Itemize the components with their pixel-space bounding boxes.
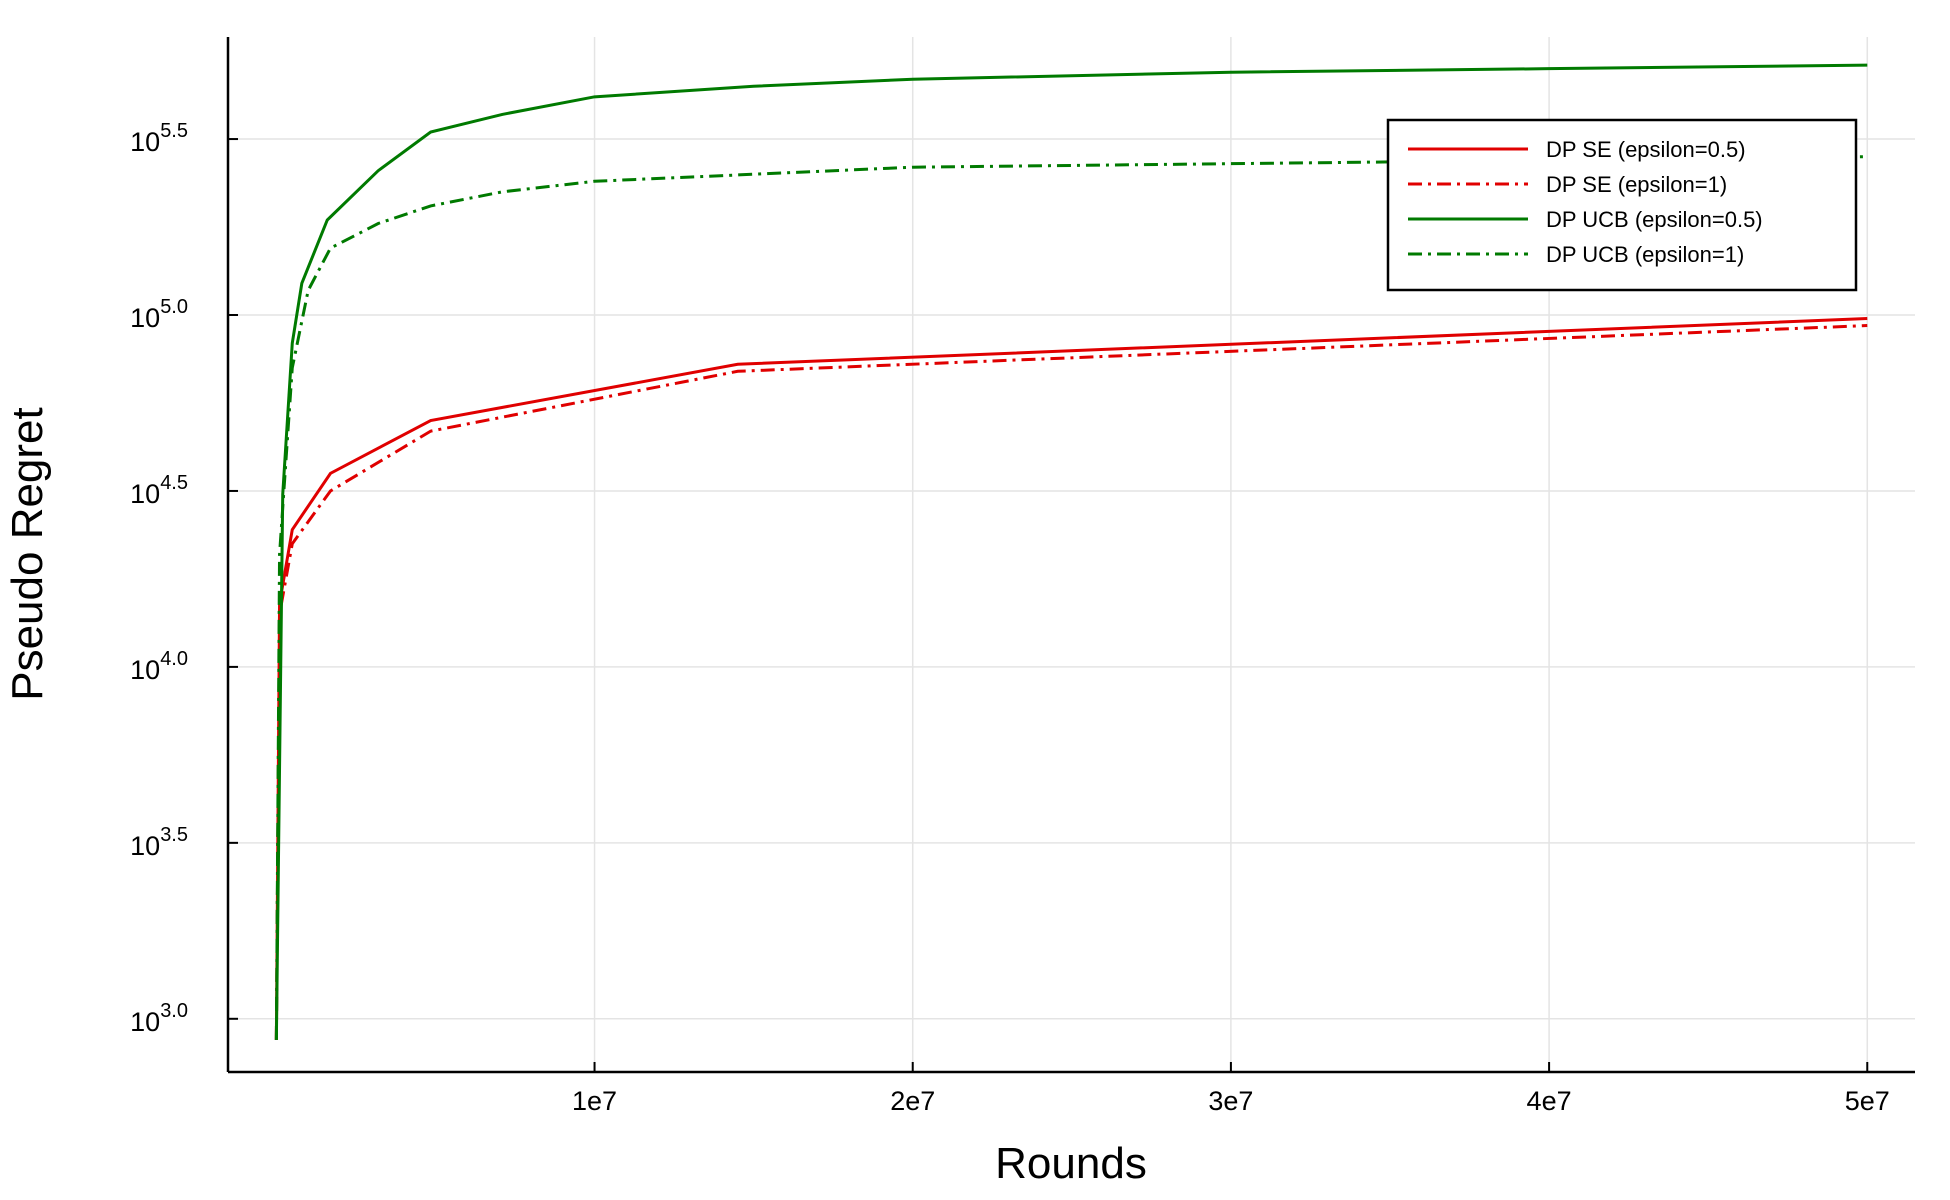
y-tick-exponent: 4.5 bbox=[160, 472, 188, 494]
y-tick-label: 104.0 bbox=[130, 648, 188, 685]
y-tick-label: 103.0 bbox=[130, 1000, 188, 1037]
y-tick-label: 105.0 bbox=[130, 296, 188, 333]
y-tick-base: 10 bbox=[130, 303, 160, 333]
y-tick-base: 10 bbox=[130, 479, 160, 509]
y-tick-exponent: 3.0 bbox=[160, 1000, 188, 1022]
y-tick-label: 103.5 bbox=[130, 824, 188, 861]
y-tick-base: 10 bbox=[130, 655, 160, 685]
y-tick-exponent: 5.5 bbox=[160, 120, 188, 142]
y-tick-base: 10 bbox=[130, 831, 160, 861]
x-tick-label: 3e7 bbox=[1208, 1086, 1253, 1116]
line-series bbox=[274, 63, 1868, 1040]
x-tick-label: 4e7 bbox=[1527, 1086, 1572, 1116]
y-axis-label: Pseudo Regret bbox=[3, 407, 52, 701]
y-tick-base: 10 bbox=[130, 1007, 160, 1037]
y-tick-label: 104.5 bbox=[130, 472, 188, 509]
x-tick-label: 1e7 bbox=[572, 1086, 617, 1116]
line-series bbox=[274, 317, 1868, 1040]
y-tick-label: 105.5 bbox=[130, 120, 188, 157]
line-series bbox=[274, 324, 1868, 1040]
y-tick-exponent: 5.0 bbox=[160, 296, 188, 318]
line-series bbox=[274, 155, 1868, 1040]
y-tick-exponent: 3.5 bbox=[160, 824, 188, 846]
y-tick-exponent: 4.0 bbox=[160, 648, 188, 670]
legend-label: DP SE (epsilon=1) bbox=[1546, 172, 1727, 197]
x-tick-label: 2e7 bbox=[890, 1086, 935, 1116]
legend-label: DP SE (epsilon=0.5) bbox=[1546, 137, 1746, 162]
legend-label: DP UCB (epsilon=1) bbox=[1546, 242, 1744, 267]
x-tick-label: 5e7 bbox=[1845, 1086, 1890, 1116]
x-axis-label: Rounds bbox=[995, 1139, 1147, 1188]
legend-label: DP UCB (epsilon=0.5) bbox=[1546, 207, 1763, 232]
y-tick-base: 10 bbox=[130, 127, 160, 157]
